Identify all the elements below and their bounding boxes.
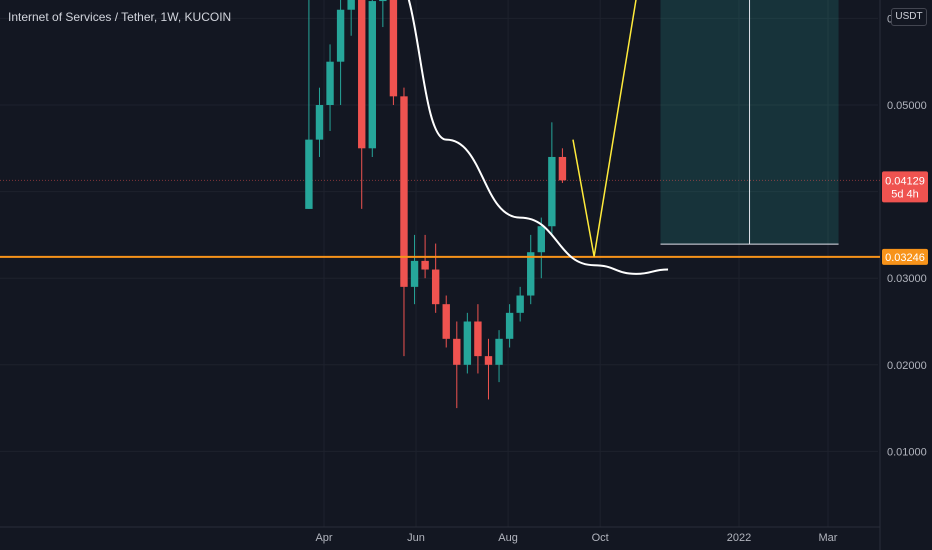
currency-unit-button[interactable]: USDT (891, 8, 927, 26)
x-tick-label: Oct (592, 532, 609, 544)
y-tick-label: 0.03000 (887, 273, 927, 285)
candle-body[interactable] (474, 321, 482, 357)
current-price-label-box (882, 171, 928, 203)
candle-body[interactable] (516, 295, 524, 313)
candle-body[interactable] (431, 269, 440, 305)
candle-body[interactable] (495, 338, 503, 365)
candle-body[interactable] (326, 61, 334, 105)
current-price-label: 0.04129 (885, 175, 925, 187)
candle-body[interactable] (410, 260, 419, 287)
candle-body[interactable] (527, 252, 535, 296)
projection-arrow[interactable] (572, 0, 661, 257)
candle-body[interactable] (484, 356, 493, 365)
candle-body[interactable] (548, 156, 556, 227)
candle-body[interactable] (347, 0, 355, 10)
candle-body[interactable] (336, 9, 345, 62)
candle-body[interactable] (305, 139, 313, 209)
candle-body[interactable] (558, 156, 567, 181)
candle-body[interactable] (358, 0, 366, 149)
candle-body[interactable] (368, 1, 376, 149)
x-tick-label: Mar (819, 532, 838, 544)
chart-title: Internet of Services / Tether, 1W, KUCOI… (8, 10, 232, 24)
y-tick-label: 0.05000 (887, 100, 927, 112)
candle-body[interactable] (537, 226, 545, 253)
bar-countdown-label: 5d 4h (891, 188, 919, 200)
y-tick-label: 0.01000 (887, 446, 927, 458)
candle-body[interactable] (315, 105, 324, 140)
y-tick-label: 0.02000 (887, 360, 927, 372)
candle-body[interactable] (442, 304, 450, 339)
x-tick-label: Apr (315, 532, 332, 544)
rounding-bottom-curve[interactable] (351, 0, 669, 275)
x-tick-label: 2022 (727, 532, 751, 544)
candle-body[interactable] (505, 312, 514, 339)
x-tick-label: Aug (498, 532, 518, 544)
candle-body[interactable] (453, 338, 461, 365)
candle-body[interactable] (400, 96, 408, 287)
candle-body[interactable] (421, 260, 429, 270)
candle-body[interactable] (389, 0, 398, 97)
support-price-label: 0.03246 (885, 252, 925, 264)
candle-body[interactable] (463, 321, 472, 365)
support-price-label-box (882, 248, 928, 265)
candle-body[interactable] (379, 0, 387, 2)
x-tick-label: Jun (407, 532, 425, 544)
